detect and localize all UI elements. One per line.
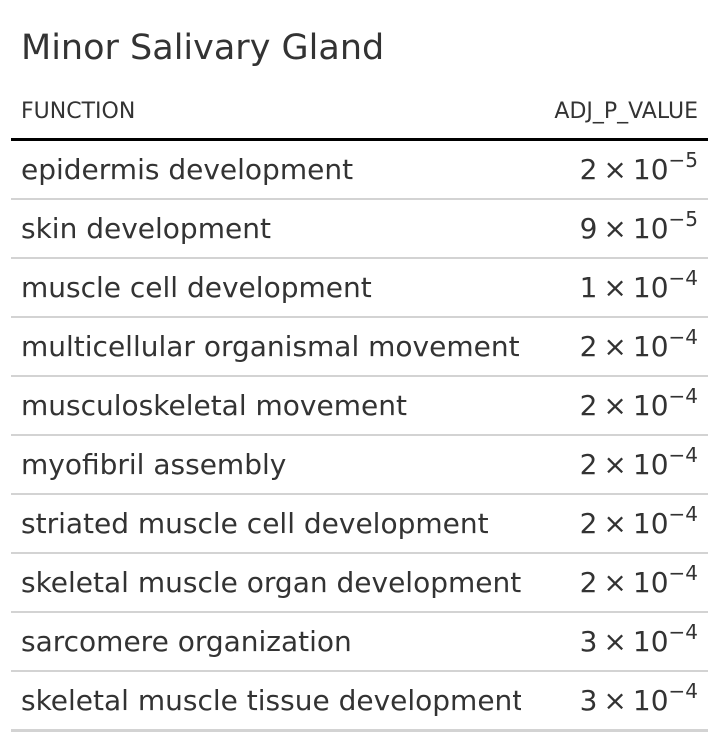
p-value-mantissa: 2 <box>579 448 598 481</box>
adj-p-value-cell: 2 × 10−4 <box>521 435 708 495</box>
multiply-sign: × <box>603 330 627 363</box>
p-value-exponent: −4 <box>668 561 698 585</box>
multiply-sign: × <box>603 448 627 481</box>
table-title: Minor Salivary Gland <box>21 28 385 68</box>
p-value-base: 10 <box>632 212 669 245</box>
p-value-mantissa: 3 <box>579 625 598 658</box>
table-row: epidermis development 2 × 10−5 <box>11 139 708 200</box>
table-row: muscle cell development 1 × 10−4 <box>11 258 708 318</box>
p-value-base: 10 <box>632 153 669 186</box>
table-body: epidermis development 2 × 10−5 skin developm… <box>11 139 708 732</box>
table-row: multicellular organismal movement 2 × 10−4 <box>11 317 708 377</box>
p-value-exponent: −5 <box>668 148 698 172</box>
table-header: FUNCTION ADJ_P_VALUE <box>11 84 708 141</box>
table-row: striated muscle cell development 2 × 10−4 <box>11 494 708 554</box>
multiply-sign: × <box>603 684 627 717</box>
p-value-exponent: −4 <box>668 384 698 408</box>
p-value-exponent: −4 <box>668 325 698 349</box>
table-row: musculoskeletal movement 2 × 10−4 <box>11 376 708 436</box>
multiply-sign: × <box>603 566 627 599</box>
adj-p-value-cell: 2 × 10−4 <box>521 494 708 554</box>
p-value-base: 10 <box>632 684 669 717</box>
p-value-exponent: −4 <box>668 679 698 703</box>
p-value-mantissa: 3 <box>579 684 598 717</box>
adj-p-value-cell: 9 × 10−5 <box>521 199 708 259</box>
adj-p-value-cell: 2 × 10−5 <box>521 139 708 200</box>
multiply-sign: × <box>603 625 627 658</box>
table-row: sarcomere organization 3 × 10−4 <box>11 612 708 672</box>
column-header-adj-p-value: ADJ_P_VALUE <box>521 84 708 141</box>
results-table-container: Minor Salivary Gland FUNCTION ADJ_P_VALU… <box>11 0 708 732</box>
p-value-exponent: −4 <box>668 620 698 644</box>
function-cell: musculoskeletal movement <box>11 376 521 436</box>
p-value-mantissa: 2 <box>579 153 598 186</box>
adj-p-value-cell: 2 × 10−4 <box>521 376 708 436</box>
p-value-exponent: −5 <box>668 207 698 231</box>
p-value-mantissa: 9 <box>579 212 598 245</box>
p-value-mantissa: 2 <box>579 507 598 540</box>
p-value-base: 10 <box>632 566 669 599</box>
multiply-sign: × <box>603 153 627 186</box>
adj-p-value-cell: 3 × 10−4 <box>521 612 708 672</box>
function-cell: epidermis development <box>11 139 521 200</box>
p-value-base: 10 <box>632 507 669 540</box>
function-cell: myofibril assembly <box>11 435 521 495</box>
p-value-exponent: −4 <box>668 266 698 290</box>
table-row: skeletal muscle organ development 2 × 10−4 <box>11 553 708 613</box>
p-value-base: 10 <box>632 625 669 658</box>
multiply-sign: × <box>603 271 627 304</box>
p-value-base: 10 <box>632 271 669 304</box>
function-cell: muscle cell development <box>11 258 521 318</box>
function-cell: multicellular organismal movement <box>11 317 521 377</box>
p-value-base: 10 <box>632 448 669 481</box>
p-value-base: 10 <box>632 330 669 363</box>
p-value-exponent: −4 <box>668 443 698 467</box>
multiply-sign: × <box>603 507 627 540</box>
adj-p-value-cell: 1 × 10−4 <box>521 258 708 318</box>
p-value-exponent: −4 <box>668 502 698 526</box>
column-header-function: FUNCTION <box>11 84 521 141</box>
function-cell: skeletal muscle organ development <box>11 553 521 613</box>
adj-p-value-cell: 2 × 10−4 <box>521 317 708 377</box>
function-cell: skeletal muscle tissue development <box>11 671 521 732</box>
multiply-sign: × <box>603 389 627 422</box>
p-value-mantissa: 2 <box>579 330 598 363</box>
table-row: skeletal muscle tissue development 3 × 10−4 <box>11 671 708 732</box>
multiply-sign: × <box>603 212 627 245</box>
table-row: skin development 9 × 10−5 <box>11 199 708 259</box>
adj-p-value-cell: 3 × 10−4 <box>521 671 708 732</box>
function-cell: sarcomere organization <box>11 612 521 672</box>
header-row: FUNCTION ADJ_P_VALUE <box>11 84 708 141</box>
p-value-mantissa: 2 <box>579 389 598 422</box>
results-table: FUNCTION ADJ_P_VALUE epidermis developme… <box>11 84 708 732</box>
adj-p-value-cell: 2 × 10−4 <box>521 553 708 613</box>
function-cell: skin development <box>11 199 521 259</box>
p-value-base: 10 <box>632 389 669 422</box>
p-value-mantissa: 1 <box>579 271 598 304</box>
function-cell: striated muscle cell development <box>11 494 521 554</box>
p-value-mantissa: 2 <box>579 566 598 599</box>
table-row: myofibril assembly 2 × 10−4 <box>11 435 708 495</box>
